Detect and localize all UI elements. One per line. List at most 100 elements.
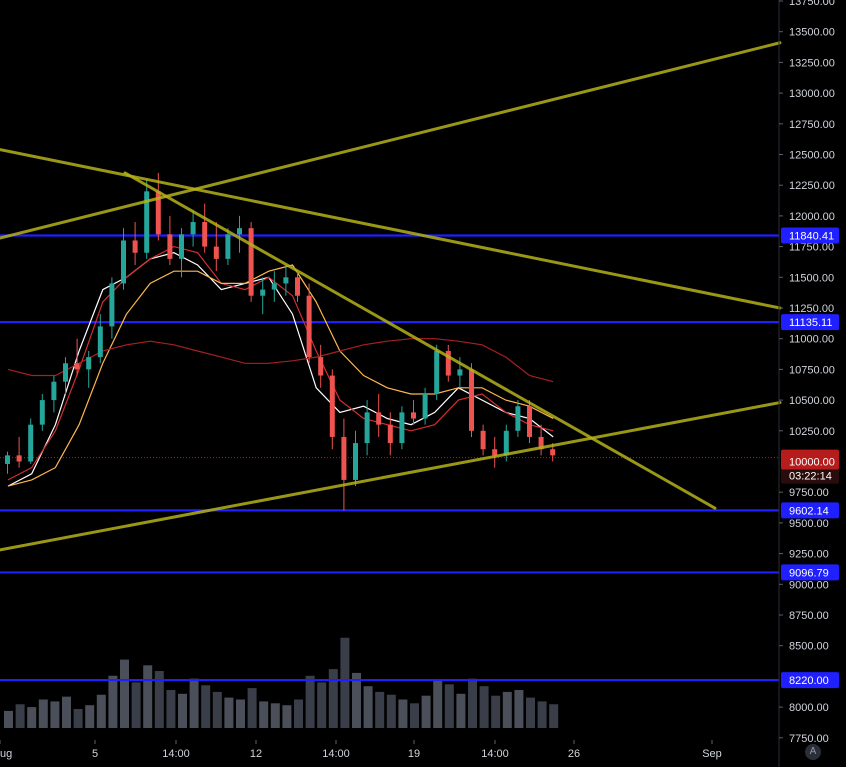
candle-body xyxy=(503,430,509,456)
candle xyxy=(527,400,532,444)
candle xyxy=(353,430,358,487)
volume-bar xyxy=(270,703,280,728)
volume-bar xyxy=(386,694,396,728)
volume-bar xyxy=(236,699,245,728)
candle-body xyxy=(28,424,34,462)
candle xyxy=(329,369,335,450)
time-tick-label: 26 xyxy=(568,748,580,760)
candle xyxy=(190,209,196,247)
candle xyxy=(306,283,312,364)
volume-bar xyxy=(375,691,385,728)
candle-body xyxy=(51,381,57,401)
alert-level-label: 10000.00 xyxy=(789,457,835,469)
candle-body xyxy=(63,363,68,382)
candle-body xyxy=(213,246,219,259)
price-tick-label: 12500.00 xyxy=(789,150,835,162)
price-tick-label: 12250.00 xyxy=(789,180,835,192)
axis-labels: 11840.41 11135.11 9602.14 9096.79 8220.00 100… xyxy=(781,227,839,689)
trend-lines[interactable] xyxy=(0,41,782,552)
price-level-label: 9602.14 xyxy=(789,505,829,517)
candle-body xyxy=(515,406,521,431)
candle-body xyxy=(353,443,358,480)
tradingview-logo-icon[interactable]: A xyxy=(805,744,821,760)
candle xyxy=(28,418,34,464)
candle-body xyxy=(271,283,277,290)
candle-body xyxy=(364,412,370,444)
countdown-bg xyxy=(781,467,839,484)
candle xyxy=(213,222,219,272)
price-tick-label: 9500.00 xyxy=(789,518,829,530)
candle-body xyxy=(492,449,498,456)
time-tick-label: Sep xyxy=(702,748,722,760)
price-tick-label: 13750.00 xyxy=(789,0,835,8)
volume-bar xyxy=(131,682,141,728)
candle-body xyxy=(283,277,289,284)
volume-bar xyxy=(456,693,466,728)
moving-average-line xyxy=(7,245,554,481)
candle-body xyxy=(121,240,126,284)
candle-body xyxy=(225,234,231,259)
price-level-label-bg xyxy=(781,672,839,689)
candle-body xyxy=(434,350,440,394)
candle xyxy=(434,344,440,401)
volume-bar xyxy=(294,699,303,728)
volume-bar xyxy=(154,671,164,728)
moving-average-line xyxy=(7,264,554,487)
volume-bar xyxy=(305,675,315,728)
volume-bar xyxy=(479,686,489,728)
candle-body xyxy=(248,228,254,296)
time-tick-label: 14:00 xyxy=(322,748,350,760)
volume-bar xyxy=(15,704,25,728)
price-tick-label: 13500.00 xyxy=(789,27,835,39)
candle-body xyxy=(469,369,474,431)
candle xyxy=(248,222,254,302)
candle xyxy=(5,451,10,474)
time-axis[interactable]: ug 5 14:00 12 14:00 19 14:00 26 Sep xyxy=(0,740,722,760)
volume-bar xyxy=(50,701,60,728)
price-axis[interactable]: 13750.00 13500.00 13250.00 13000.00 12750.00… xyxy=(778,0,835,767)
volume-bar xyxy=(259,701,269,728)
volume-bar xyxy=(352,672,361,728)
candle xyxy=(411,400,416,425)
candle xyxy=(132,222,138,266)
candle-body xyxy=(179,234,184,259)
price-level-label-bg xyxy=(781,314,839,331)
candle xyxy=(318,344,324,388)
candle-body xyxy=(457,369,463,376)
volume-bar xyxy=(502,691,512,728)
volume-bar xyxy=(85,705,95,728)
price-tick-label: 11500.00 xyxy=(789,272,834,284)
candle xyxy=(86,350,92,388)
price-tick-label: 12000.00 xyxy=(789,211,835,223)
price-level-label: 9096.79 xyxy=(789,567,829,579)
price-tick-label: 8000.00 xyxy=(789,702,829,714)
volume-bar xyxy=(96,694,106,728)
candle xyxy=(225,228,231,266)
candle xyxy=(271,271,277,302)
trend-line[interactable] xyxy=(123,171,717,510)
price-level-label: 8220.00 xyxy=(789,675,829,687)
price-tick-label: 8500.00 xyxy=(789,641,829,653)
volume-layer xyxy=(4,637,559,728)
volume-bar xyxy=(4,710,13,728)
volume-bar xyxy=(491,695,501,728)
volume-bar xyxy=(514,690,524,728)
trend-line[interactable] xyxy=(0,41,782,240)
trend-line[interactable] xyxy=(0,401,782,552)
time-tick-label: 19 xyxy=(408,748,420,760)
candle xyxy=(39,393,45,431)
alert-level-label-bg xyxy=(781,453,839,470)
volume-bar xyxy=(120,659,129,728)
volume-bar xyxy=(317,682,327,728)
price-tick-label: 11000.00 xyxy=(789,334,834,346)
volume-bar xyxy=(549,704,559,728)
price-level-label-bg xyxy=(781,227,839,244)
volume-bar xyxy=(62,696,71,728)
volume-bar xyxy=(189,678,199,728)
candle xyxy=(155,172,161,241)
candle-body xyxy=(155,191,161,235)
candle xyxy=(121,228,126,290)
price-tick-label: 9250.00 xyxy=(789,549,829,561)
